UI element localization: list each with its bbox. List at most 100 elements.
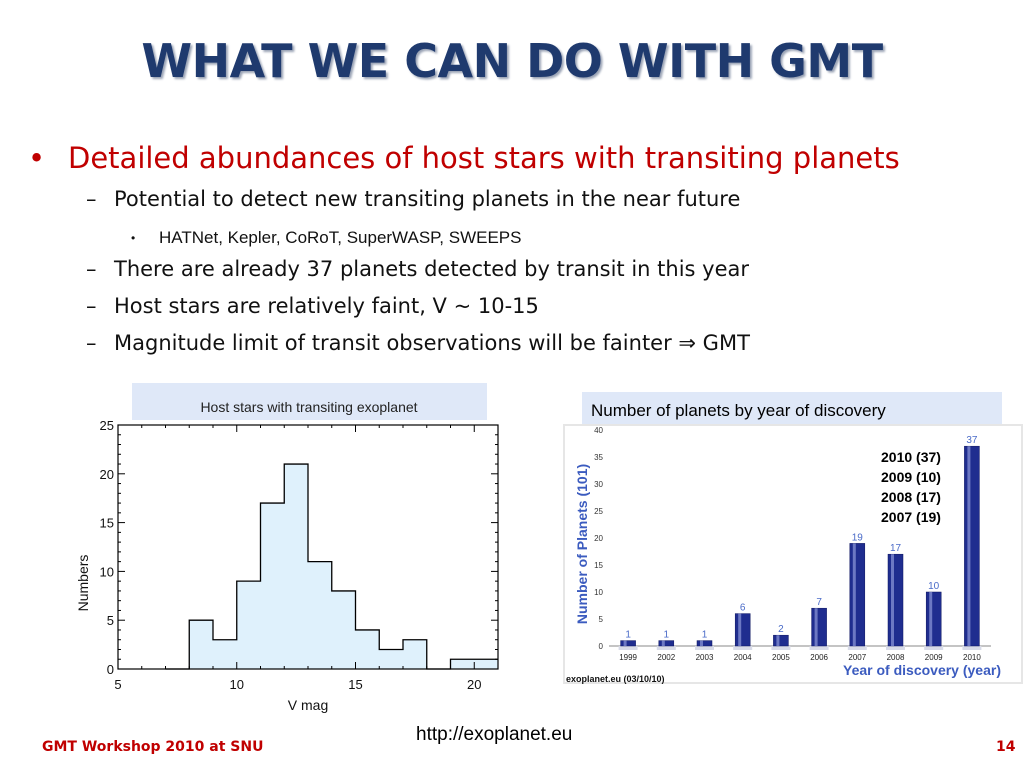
histogram-svg: Host stars with transiting exoplanet 05 1…: [75, 383, 499, 713]
histogram-bin: [356, 630, 380, 669]
bullet-dot-icon: •: [28, 141, 46, 175]
dash-icon: –: [86, 187, 97, 211]
bar-base: [695, 646, 714, 650]
histogram-title-band: [132, 383, 487, 420]
bar-category-label: 2002: [657, 653, 675, 662]
bar-base: [924, 646, 944, 650]
bar-highlight: [776, 635, 780, 646]
bar-y-tick-label: 25: [594, 507, 603, 516]
bar-base: [847, 646, 867, 650]
bar-y-tick-label: 40: [594, 426, 603, 435]
bullet-dot-icon: •: [131, 231, 136, 245]
y-tick-label: 15: [100, 516, 114, 531]
year-bar-chart: 0 5 10 15 20 25 30 35 40 1 1999 1 2002 1 2003 6 2004 2 200…: [563, 392, 1023, 688]
bar: [925, 591, 942, 647]
bar-category-label: 2005: [772, 653, 790, 662]
bar: [696, 640, 713, 647]
histogram-bin: [189, 620, 213, 669]
bar-y-tick-label: 30: [594, 480, 603, 489]
bar-category-label: 2007: [848, 653, 866, 662]
histogram-bin: [213, 640, 237, 669]
bar-base: [733, 646, 753, 650]
bar-highlight: [661, 640, 665, 646]
sub-bullet-text: There are already 37 planets detected by…: [114, 257, 750, 281]
legend-line: 2010 (37): [881, 449, 941, 465]
source-url: http://exoplanet.eu: [416, 724, 573, 745]
bar: [849, 543, 866, 647]
bar: [964, 445, 980, 647]
page-number: 14: [996, 739, 1016, 755]
bar-value-label: 7: [816, 597, 822, 608]
bar-base: [962, 646, 982, 650]
bar-category-label: 2009: [925, 653, 943, 662]
bar-y-tick-label: 15: [594, 561, 603, 570]
x-tick-label: 15: [348, 677, 362, 692]
bar-x-label: Year of discovery (year): [843, 662, 1001, 678]
bar-category-label: 2004: [734, 653, 752, 662]
bar-value-label: 10: [928, 581, 940, 592]
legend-line: 2008 (17): [881, 489, 941, 505]
histogram-x-label: V mag: [288, 697, 328, 713]
bar-value-label: 19: [852, 532, 864, 543]
bar-y-tick-label: 35: [594, 453, 603, 462]
x-tick-label: 20: [467, 677, 481, 692]
sub-bullet-text: Potential to detect new transiting plane…: [114, 187, 741, 211]
histogram-bin: [332, 591, 356, 669]
bar-base: [886, 646, 905, 650]
histogram-bin: [308, 562, 332, 669]
histogram-bin: [379, 649, 403, 669]
bar-y-label: Number of Planets (101): [574, 464, 590, 624]
chart-inner-bg: [565, 426, 1021, 682]
legend-line: 2007 (19): [881, 509, 941, 525]
histogram-step-line: [165, 463, 498, 670]
bar-highlight: [738, 613, 742, 646]
histogram-bin: [237, 581, 261, 669]
bar-highlight: [967, 446, 971, 646]
bar-y-tick-label: 10: [594, 588, 603, 597]
bar-base: [809, 646, 829, 650]
histogram-bin: [403, 640, 427, 669]
bar-category-label: 2010: [963, 653, 981, 662]
source-note: exoplanet.eu (03/10/10): [566, 674, 665, 684]
y-tick-label: 25: [100, 418, 114, 433]
sub-bullet-text: Host stars are relatively faint, V ~ 10-…: [114, 294, 539, 318]
bar-base: [656, 646, 676, 650]
dash-icon: –: [86, 257, 97, 281]
bar: [887, 553, 904, 647]
histogram-y-label: Numbers: [75, 555, 91, 612]
bar-highlight: [814, 608, 818, 646]
bar: [773, 634, 789, 647]
bar-category-label: 1999: [619, 653, 637, 662]
bar-value-label: 37: [966, 435, 978, 446]
bar-value-label: 1: [625, 630, 631, 641]
main-bullet-text: Detailed abundances of host stars with t…: [68, 141, 900, 175]
histogram-bin: [284, 464, 308, 669]
bar: [811, 607, 827, 647]
bar-value-label: 6: [740, 603, 746, 614]
bar-category-label: 2003: [696, 653, 714, 662]
bar-highlight: [623, 640, 627, 646]
bar-highlight: [891, 554, 894, 646]
bar: [620, 640, 636, 647]
bar-base: [771, 646, 791, 650]
sub-bullet-text: Magnitude limit of transit observations …: [114, 331, 750, 355]
dash-icon: –: [86, 294, 97, 318]
bar-value-label: 1: [664, 630, 670, 641]
bar-category-label: 2006: [810, 653, 828, 662]
bar-category-label: 2008: [887, 653, 905, 662]
bar-y-tick-label: 20: [594, 534, 603, 543]
histogram-title: Host stars with transiting exoplanet: [200, 399, 417, 415]
y-tick-label: 0: [107, 662, 114, 677]
dash-icon: –: [86, 331, 97, 355]
bar-highlight: [852, 543, 856, 646]
slide-title: WHAT WE CAN DO WITH GMT: [141, 34, 883, 88]
footer-left: GMT Workshop 2010 at SNU: [42, 739, 264, 755]
bar: [658, 640, 675, 647]
bar-y-tick-label: 0: [599, 642, 604, 651]
bar: [734, 613, 751, 647]
x-tick-label: 5: [114, 677, 121, 692]
year-bar-svg: 0 5 10 15 20 25 30 35 40 1 1999 1 2002 1 2003 6 2004 2 200…: [563, 424, 1023, 684]
y-tick-label: 20: [100, 467, 114, 482]
x-tick-label: 10: [230, 677, 244, 692]
